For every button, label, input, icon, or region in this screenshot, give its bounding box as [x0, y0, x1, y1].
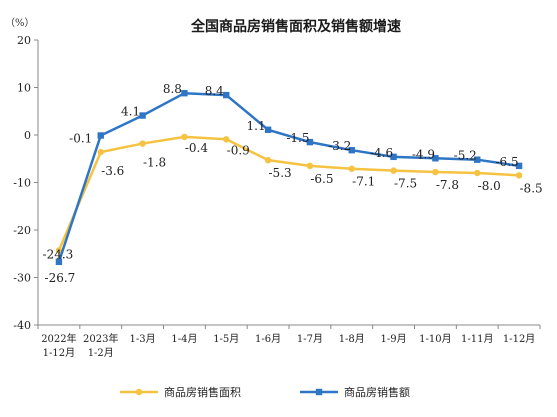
series-1-data-label: 4.1: [121, 105, 140, 119]
x-tick-label: 1-8月: [339, 333, 365, 345]
y-tick-label: -30: [13, 272, 31, 285]
legend-label-0: 商品房销售面积: [164, 385, 241, 399]
series-0-point: [181, 133, 188, 141]
series-1-point: [181, 90, 188, 97]
series-1-point: [139, 112, 146, 119]
series-1-data-label: -4.6: [370, 146, 393, 160]
series-1-point: [264, 126, 272, 133]
series-1-data-label: -3.2: [328, 139, 351, 153]
series-1-point: [223, 91, 230, 99]
x-tick-label: 1-3月: [130, 333, 156, 345]
series-line-0: [57, 135, 520, 251]
x-tick-label: 1-7月: [297, 333, 323, 345]
series-0-point: [55, 247, 63, 254]
legend-marker-0: [135, 388, 143, 396]
series-1-point: [97, 132, 104, 139]
series-1-point: [474, 156, 481, 163]
series-line-1: [57, 91, 520, 263]
series-0-point: [264, 156, 272, 164]
series-0-point: [139, 140, 146, 147]
series-0-data-label: -3.6: [101, 164, 124, 178]
series-1-point: [390, 153, 397, 161]
series-layer: [55, 90, 523, 266]
x-tick-label: 1-2月: [88, 347, 114, 359]
series-0-data-label: -0.4: [185, 141, 209, 155]
x-tick-label: 1-9月: [381, 333, 407, 345]
series-1-data-label: 8.8: [163, 82, 182, 96]
x-tick-label: 1-12月: [503, 333, 535, 345]
y-tick-label: -10: [13, 177, 31, 190]
x-tick-label: 1-12月: [43, 347, 75, 359]
x-tick-label: 1-11月: [461, 333, 493, 345]
x-tick-label: 1-6月: [255, 333, 281, 345]
series-0-data-label: -8.5: [520, 181, 543, 195]
series-0-point: [515, 172, 523, 179]
series-1-point: [348, 147, 355, 154]
y-tick-label: 10: [17, 82, 31, 95]
series-0-data-label: -7.8: [436, 178, 459, 192]
y-tick-label: -20: [13, 224, 31, 237]
series-0-data-label: -5.3: [269, 166, 292, 180]
series-1-data-label: -26.7: [45, 271, 76, 285]
y-tick-label: 0: [24, 129, 31, 142]
series-0-data-label: -0.9: [227, 143, 250, 157]
x-tick-label: 2022年: [41, 332, 76, 345]
legend-label-1: 商品房销售额: [344, 385, 410, 399]
x-tick-label: 1-4月: [171, 333, 197, 345]
x-tick-label: 1-5月: [213, 333, 239, 345]
series-0-data-label: -8.0: [478, 179, 501, 193]
series-1-data-label: 1.1: [247, 119, 266, 133]
series-0-data-label: -7.1: [352, 175, 375, 189]
series-1-point: [432, 155, 439, 162]
series-1-data-label: 8.4: [205, 84, 224, 98]
chart-title: 全国商品房销售面积及销售额增速: [190, 18, 401, 35]
series-0-point: [432, 168, 439, 176]
series-0-data-label: -7.5: [394, 177, 417, 191]
series-1-point: [306, 138, 314, 146]
series-0-data-label: -6.5: [310, 172, 333, 186]
series-1-data-label: -6.5: [496, 155, 519, 169]
series-0-point: [474, 169, 481, 177]
legend-marker-1: [315, 388, 323, 396]
series-0-data-label: -1.8: [143, 156, 166, 170]
series-1-data-label: -5.2: [454, 149, 477, 163]
y-axis-unit: （%）: [5, 17, 35, 29]
series-1-data-label: -0.1: [69, 131, 92, 145]
series-0-point: [306, 162, 314, 170]
series-0-point: [97, 148, 104, 156]
x-tick-label: 1-10月: [419, 333, 451, 345]
series-1-point: [55, 258, 63, 266]
series-1-point: [515, 162, 523, 170]
series-1-data-label: -4.9: [412, 147, 435, 161]
series-0-point: [348, 165, 355, 172]
data-labels: -24.3 -3.6 -1.8 -0.4 -0.9 -5.3 -6.5 -7.1 -7.5 -7.…: [43, 82, 543, 285]
y-tick-label: 20: [17, 34, 31, 47]
axes: 20 10 0 -10 -20 -30 -40 2022年 1-12月 2023年 1-2月 1-3月…: [13, 34, 541, 359]
series-0-data-label: -24.3: [43, 247, 74, 261]
legend: 商品房销售面积 商品房销售额: [120, 385, 410, 399]
series-0-point: [390, 167, 397, 174]
series-1-data-label: -1.5: [286, 131, 309, 145]
x-tick-label: 2023年: [83, 332, 118, 345]
series-0-point: [223, 136, 230, 143]
y-tick-label: -40: [13, 319, 31, 332]
